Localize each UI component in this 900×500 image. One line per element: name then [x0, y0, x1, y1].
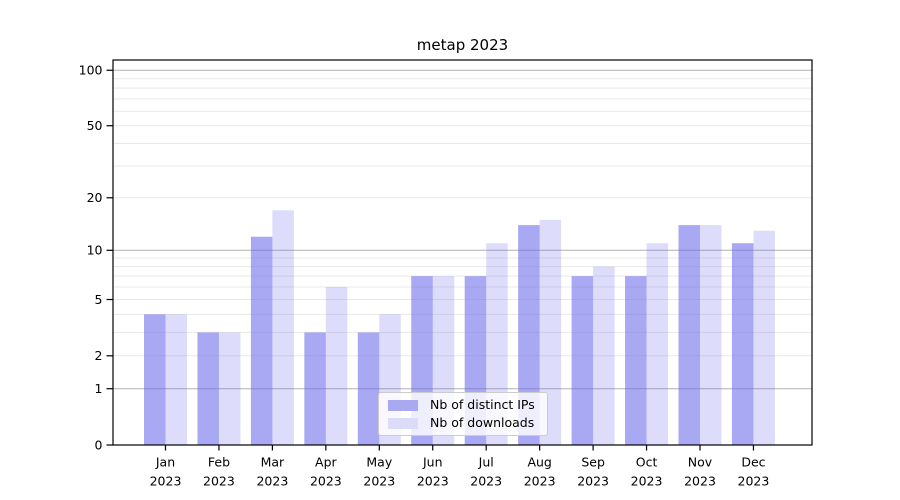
x-tick-label-month: Jan — [155, 455, 175, 470]
bar-downloads-aug — [539, 219, 562, 445]
x-tick-label-year: 2023 — [470, 474, 502, 489]
bar-distinct-ips-dec — [731, 243, 754, 445]
legend-item-distinct-ips: Nb of distinct IPs — [388, 398, 538, 412]
y-tick-label: 0 — [95, 437, 103, 452]
y-tick-label: 1 — [95, 381, 103, 396]
x-tick-label-year: 2023 — [310, 474, 342, 489]
bar-distinct-ips-feb — [197, 332, 219, 445]
y-tick-label: 100 — [79, 63, 103, 78]
x-tick-label-year: 2023 — [577, 474, 609, 489]
bar-downloads-oct — [646, 243, 669, 445]
bar-downloads-dec — [753, 230, 775, 445]
bar-downloads-sep — [593, 266, 615, 445]
x-tick-label-month: Dec — [741, 455, 765, 470]
bar-distinct-ips-apr — [304, 332, 326, 445]
bar-distinct-ips-sep — [571, 276, 594, 445]
y-tick-label: 2 — [95, 348, 103, 363]
x-tick-label-year: 2023 — [256, 474, 288, 489]
bar-downloads-feb — [218, 332, 241, 445]
x-tick-label-year: 2023 — [417, 474, 449, 489]
legend-item-downloads: Nb of downloads — [388, 416, 538, 430]
x-tick-label-month: Sep — [581, 455, 605, 470]
x-tick-label-month: Jun — [422, 455, 443, 470]
bar-downloads-nov — [700, 225, 722, 445]
bar-distinct-ips-oct — [625, 276, 647, 445]
legend-swatch-downloads — [388, 417, 418, 429]
y-tick-label: 50 — [87, 118, 103, 133]
y-tick-label: 20 — [87, 190, 103, 205]
x-tick-label-year: 2023 — [363, 474, 395, 489]
bar-downloads-apr — [325, 286, 348, 445]
x-tick-label-month: Feb — [208, 455, 230, 470]
x-tick-label-month: Jul — [478, 455, 494, 470]
x-tick-label-month: Mar — [261, 455, 285, 470]
x-tick-label-year: 2023 — [524, 474, 556, 489]
bar-distinct-ips-mar — [250, 236, 273, 445]
bar-distinct-ips-may — [357, 332, 380, 445]
bar-distinct-ips-nov — [678, 225, 700, 445]
bar-distinct-ips-jan — [144, 314, 166, 445]
y-tick-label: 5 — [95, 292, 103, 307]
legend-label-distinct-ips: Nb of distinct IPs — [430, 397, 535, 412]
x-tick-label-year: 2023 — [631, 474, 663, 489]
x-tick-label-month: Nov — [688, 455, 713, 470]
legend-swatch-distinct-ips — [388, 399, 418, 411]
legend: Nb of distinct IPs Nb of downloads — [378, 392, 548, 436]
bar-distinct-ips-aug — [518, 225, 540, 445]
x-tick-label-year: 2023 — [150, 474, 182, 489]
x-tick-label-month: Oct — [636, 455, 658, 470]
plot-frame — [112, 59, 813, 446]
bar-downloads-mar — [272, 210, 294, 445]
chart-title: metap 2023 — [416, 36, 509, 54]
x-tick-label-year: 2023 — [738, 474, 770, 489]
x-tick-label-year: 2023 — [684, 474, 716, 489]
x-tick-label-month: Apr — [315, 455, 337, 470]
bar-downloads-jan — [165, 314, 187, 445]
y-tick-label: 10 — [87, 243, 103, 258]
x-tick-label-year: 2023 — [203, 474, 235, 489]
x-tick-label-month: May — [366, 455, 392, 470]
legend-label-downloads: Nb of downloads — [430, 415, 535, 430]
x-tick-label-month: Aug — [527, 455, 551, 470]
